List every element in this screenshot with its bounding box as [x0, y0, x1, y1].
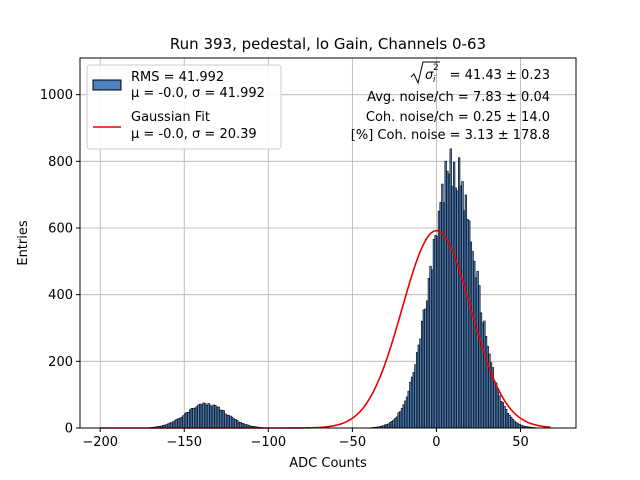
y-axis-label: Entries: [16, 220, 31, 266]
x-tick-label: 50: [512, 435, 529, 450]
coh-noise-percent-text: [%] Coh. noise = 3.13 ± 178.8: [351, 128, 550, 143]
legend-fit-stats: μ = -0.0, σ = 20.39: [131, 127, 257, 142]
noise-annotations: σ 2 i = 41.43 ± 0.23 Avg. noise/ch = 7.8…: [351, 61, 550, 143]
y-axis-ticks: 0 200 400 600 800 1000: [40, 88, 80, 437]
x-tick-label: 0: [432, 435, 440, 450]
chart-title: Run 393, pedestal, lo Gain, Channels 0-6…: [170, 35, 486, 53]
histogram-bars: [150, 148, 536, 429]
x-tick-label: −50: [339, 435, 366, 450]
sigma-value-text: = 41.43 ± 0.23: [450, 68, 550, 83]
legend-swatch-histogram: [92, 79, 122, 91]
legend: RMS = 41.992 μ = -0.0, σ = 41.992 Gaussi…: [86, 64, 282, 150]
svg-text:i: i: [433, 75, 436, 85]
y-tick-label: 0: [65, 422, 73, 437]
legend-box: [86, 64, 282, 150]
x-tick-label: −200: [82, 435, 118, 450]
x-tick-label: −100: [250, 435, 286, 450]
avg-noise-text: Avg. noise/ch = 7.83 ± 0.04: [367, 90, 550, 105]
y-tick-label: 1000: [40, 88, 73, 103]
y-tick-label: 400: [48, 288, 73, 303]
sqrt-sigma-symbol: σ 2 i: [410, 61, 440, 85]
x-axis-ticks: −200 −150 −100 −50 0 50: [82, 428, 529, 450]
legend-fit-label: Gaussian Fit: [131, 110, 210, 125]
y-tick-label: 800: [48, 155, 73, 170]
svg-text:σ: σ: [425, 68, 434, 83]
legend-histogram-stats: μ = -0.0, σ = 41.992: [131, 86, 265, 101]
y-tick-label: 200: [48, 355, 73, 370]
legend-histogram-label: RMS = 41.992: [131, 70, 224, 85]
x-axis-label: ADC Counts: [289, 456, 367, 471]
y-tick-label: 600: [48, 222, 73, 237]
coh-noise-text: Coh. noise/ch = 0.25 ± 14.0: [366, 110, 550, 125]
plot-frame: [79, 57, 577, 429]
svg-text:2: 2: [433, 63, 439, 73]
x-tick-label: −150: [166, 435, 202, 450]
